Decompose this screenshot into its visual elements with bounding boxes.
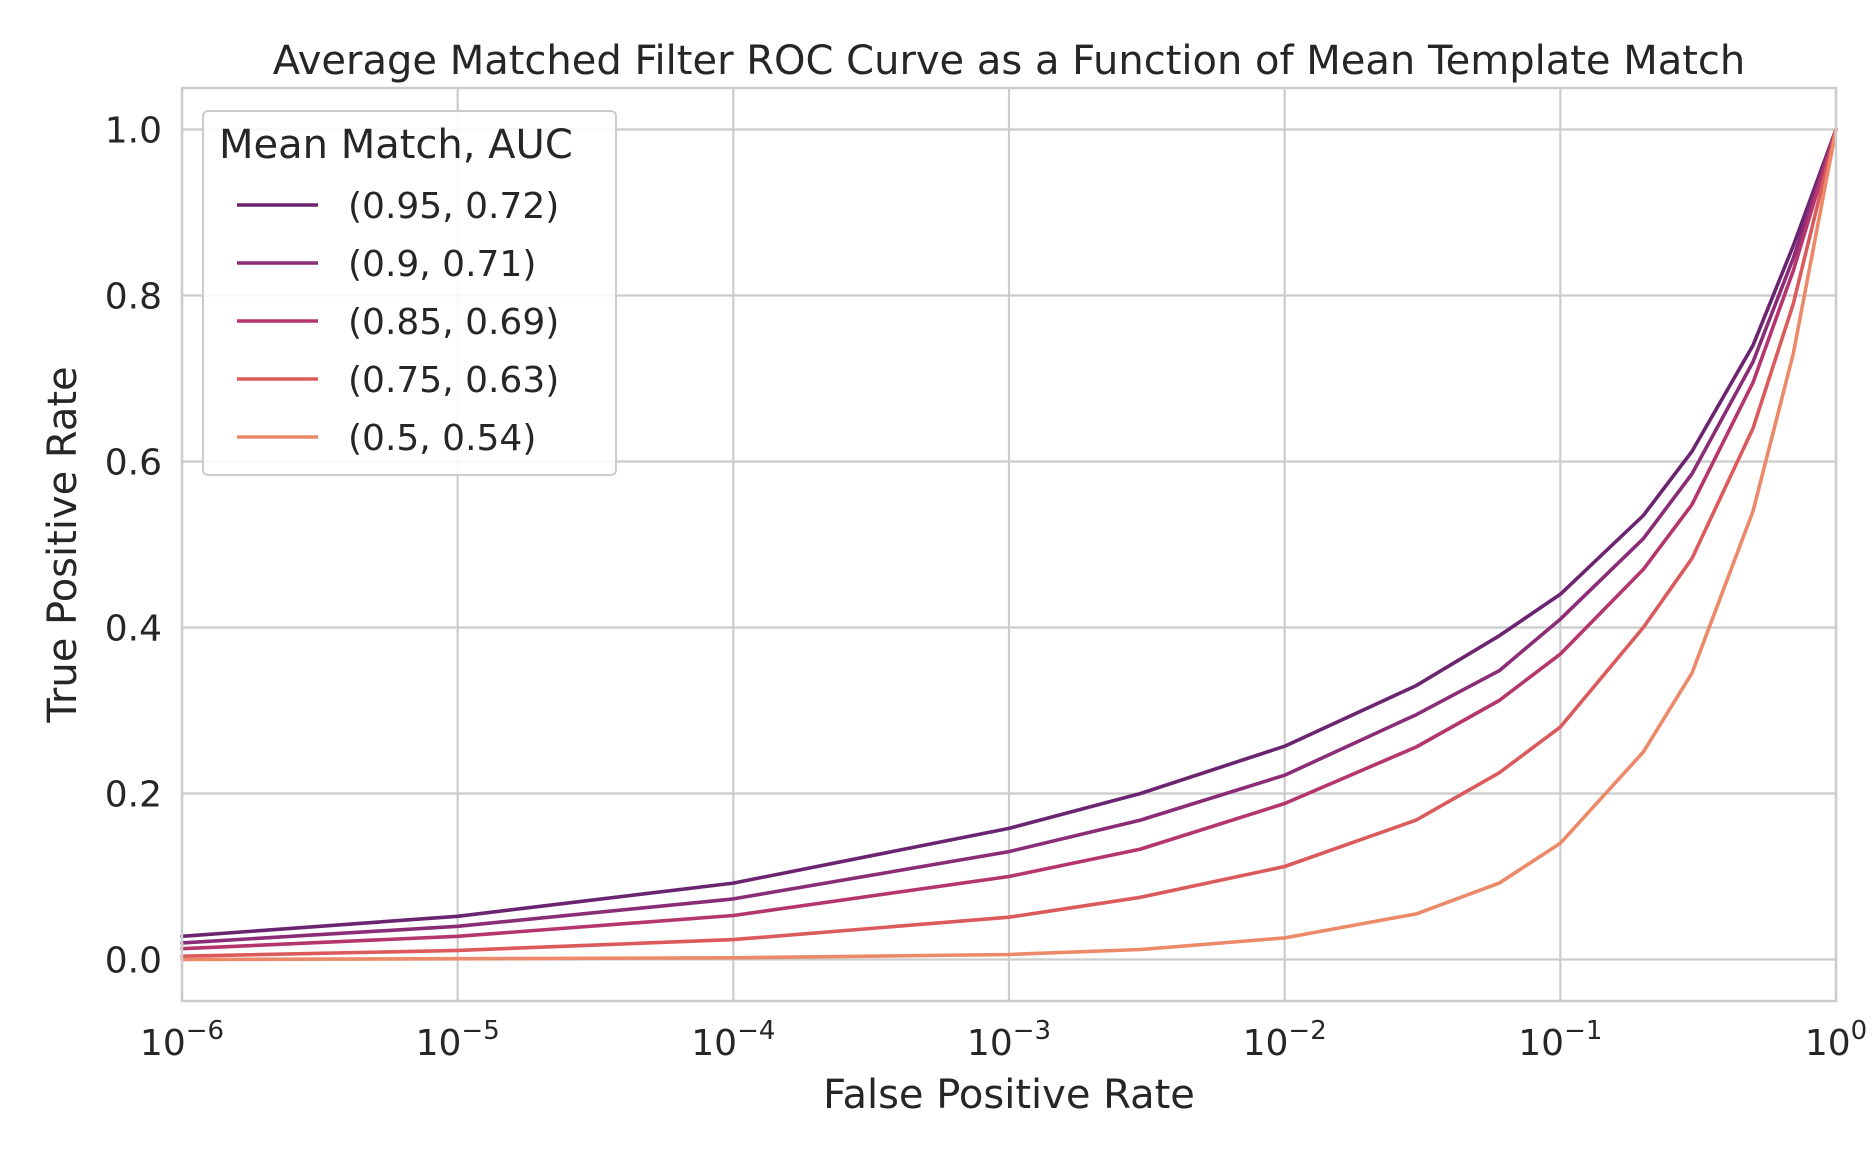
legend-box (202, 110, 617, 476)
plot-frame (180, 86, 1838, 1003)
y-tick-labels: 0.0 0.2 0.4 0.6 0.8 1.0 (105, 111, 162, 982)
x-tick-label: 100 (1805, 1016, 1867, 1064)
legend-label: (0.85, 0.69) (348, 302, 559, 343)
series-lines (180, 127, 1838, 962)
y-tick-label: 0.8 (105, 277, 162, 318)
legend-label: (0.75, 0.63) (348, 360, 559, 401)
y-axis-label: True Positive Rate (40, 366, 86, 723)
series-line (180, 127, 1838, 939)
x-tick-labels: 10−6 10−5 10−4 10−3 10−2 10−1 100 (140, 1016, 1867, 1064)
legend-label: (0.9, 0.71) (348, 244, 536, 285)
y-tick-label: 0.0 (105, 941, 162, 982)
series-line (180, 127, 1838, 951)
x-tick-label: 10−2 (1243, 1016, 1327, 1064)
series-line (180, 127, 1838, 945)
series-line (180, 127, 1838, 962)
legend-label: (0.5, 0.54) (348, 418, 536, 459)
x-axis-label: False Positive Rate (823, 1072, 1195, 1118)
x-tick-label: 10−1 (1518, 1016, 1602, 1064)
y-tick-label: 1.0 (105, 111, 162, 152)
legend-label: (0.95, 0.72) (348, 186, 559, 227)
legend: Mean Match, AUC (0.95, 0.72) (0.9, 0.71) (… (202, 110, 617, 476)
y-tick-label: 0.6 (105, 443, 162, 484)
chart-title: Average Matched Filter ROC Curve as a Fu… (273, 38, 1746, 84)
x-tick-label: 10−3 (967, 1016, 1051, 1064)
legend-title: Mean Match, AUC (219, 122, 573, 168)
y-tick-label: 0.2 (105, 775, 162, 816)
x-tick-label: 10−5 (416, 1016, 500, 1064)
y-tick-label: 0.4 (105, 609, 162, 650)
series-line (180, 127, 1838, 958)
x-tick-label: 10−6 (140, 1016, 224, 1064)
x-tick-label: 10−4 (691, 1016, 775, 1064)
